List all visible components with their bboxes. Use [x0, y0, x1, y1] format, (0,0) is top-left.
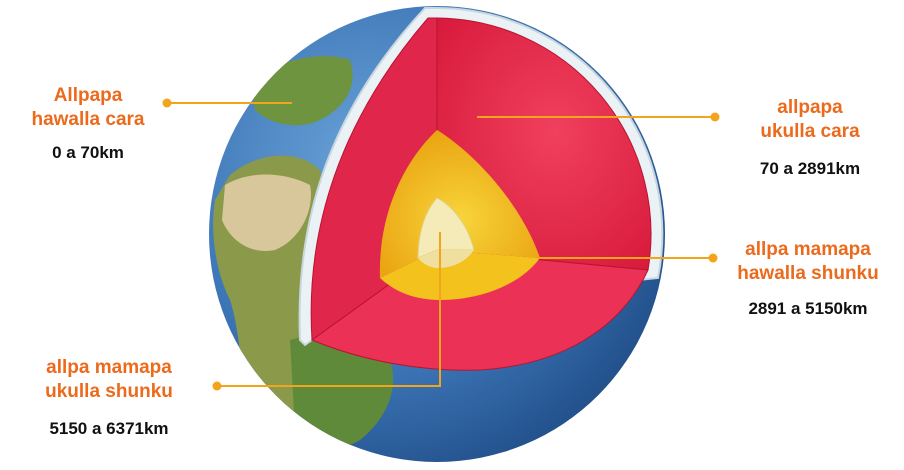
label-inner-core-title: allpa mamapa ukulla shunku	[45, 357, 173, 402]
label-mantle-range: 70 a 2891km	[759, 159, 861, 178]
leader-dot-crust	[162, 98, 172, 108]
label-inner-core: allpa mamapa ukulla shunku 5150 a 6371km	[4, 356, 214, 440]
label-outer-core-range: 2891 a 5150km	[748, 299, 868, 318]
inner-core-lower	[418, 250, 474, 268]
label-mantle: allpapa ukulla cara 70 a 2891km	[720, 96, 900, 180]
label-mantle-title: allpapa ukulla cara	[760, 97, 860, 142]
southern-landmass	[290, 336, 394, 449]
label-outer-core-title: allpa mamapa hawalla shunku	[737, 239, 879, 284]
label-inner-core-range: 5150 a 6371km	[49, 419, 169, 438]
leader-line-inner-core	[217, 232, 441, 387]
label-crust-range: 0 a 70km	[52, 143, 124, 162]
outer-core-lower	[380, 250, 540, 300]
label-crust-title: Allpapa hawalla cara	[31, 85, 145, 130]
leader-dot-mantle	[710, 112, 720, 122]
europe-landmass	[250, 56, 353, 126]
label-outer-core: allpa mamapa hawalla shunku 2891 a 5150k…	[712, 238, 904, 320]
desert-region	[222, 174, 311, 251]
label-crust: Allpapa hawalla cara 0 a 70km	[8, 84, 168, 164]
leader-dot-inner-core	[212, 381, 222, 391]
leader-dot-outer-core	[708, 253, 718, 263]
